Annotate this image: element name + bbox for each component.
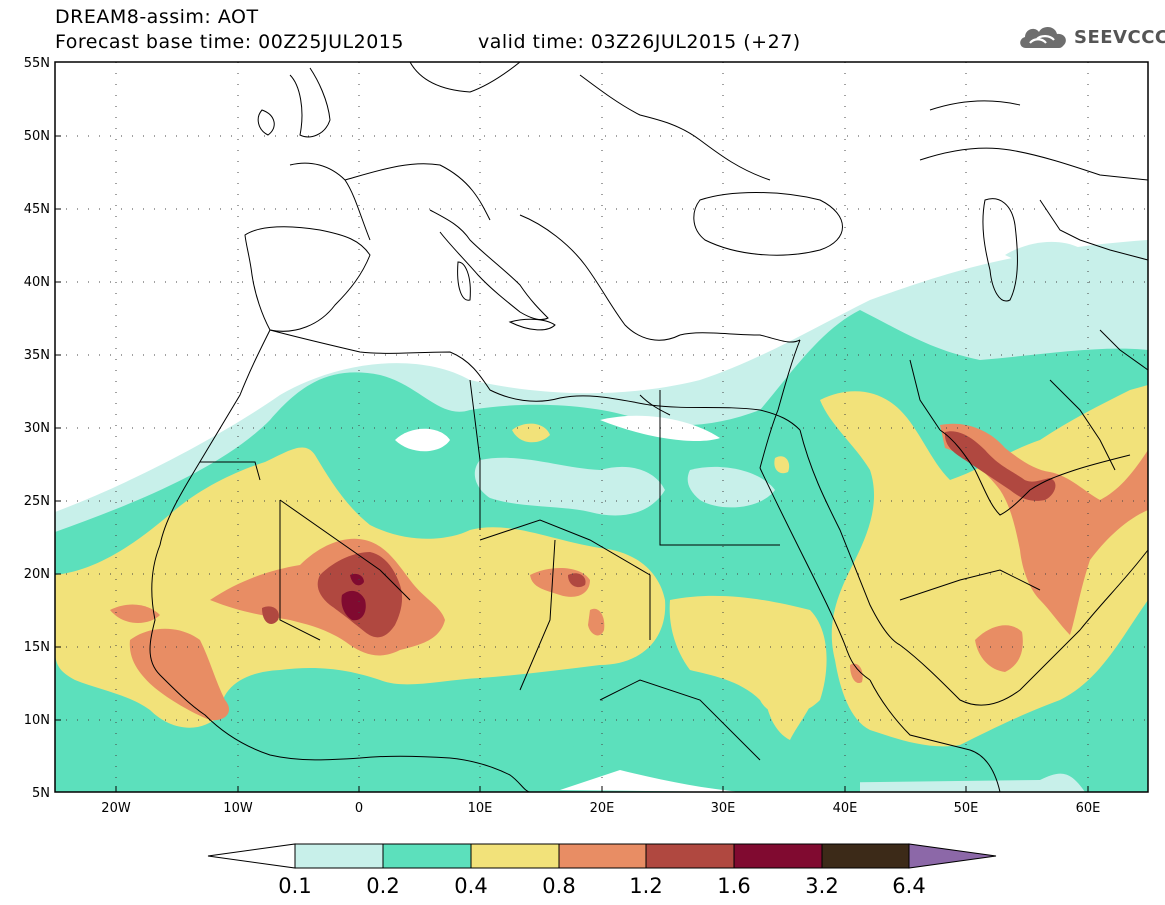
cloud-icon [1020, 26, 1066, 48]
colorbar-under-triangle [207, 843, 296, 869]
lat-label: 25N [24, 494, 50, 509]
colorbar-segment [821, 843, 910, 869]
coastlines [149, 62, 1148, 792]
lon-label: 30E [711, 801, 736, 816]
lon-label: 60E [1076, 801, 1101, 816]
colorbar-label: 1.2 [629, 874, 662, 898]
lon-label: 50E [954, 801, 979, 816]
colorbar-segment [558, 843, 647, 869]
colorbar-label: 0.1 [278, 874, 311, 898]
lat-label: 35N [24, 348, 50, 363]
lon-label: 10W [223, 801, 253, 816]
model-title: DREAM8-assim: AOT [55, 6, 259, 28]
colorbar-segment [645, 843, 735, 869]
colorbar-segment [470, 843, 560, 869]
lat-label: 5N [32, 786, 50, 801]
lat-label: 40N [24, 275, 50, 290]
longitude-labels: 20W 10W 0 10E 20E 30E 40E 50E 60E [101, 801, 1100, 816]
colorbar-label: 0.8 [542, 874, 575, 898]
colorbar-over-triangle [908, 843, 997, 869]
lat-label: 45N [24, 202, 50, 217]
latitude-labels: 55N 50N 45N 40N 35N 30N 25N 20N 15N 10N … [24, 56, 50, 801]
valid-time: valid time: 03Z26JUL2015 (+27) [478, 31, 801, 53]
lat-label: 20N [24, 567, 50, 582]
lon-label: 10E [468, 801, 493, 816]
colorbar-label: 0.2 [366, 874, 399, 898]
lat-label: 30N [24, 421, 50, 436]
lon-label: 0 [355, 801, 363, 816]
axis-ticks [55, 135, 1089, 792]
colorbar: 0.1 0.2 0.4 0.8 1.2 1.6 3.2 6.4 [207, 843, 997, 898]
colorbar-segment [382, 843, 472, 869]
forecast-base-time: Forecast base time: 00Z25JUL2015 [55, 31, 404, 53]
colorbar-segment [294, 843, 384, 869]
aot-field [55, 62, 1148, 792]
logo-text: SEEVCCC [1074, 26, 1165, 48]
lon-label: 40E [833, 801, 858, 816]
lat-label: 10N [24, 713, 50, 728]
lat-label: 55N [24, 56, 50, 71]
lat-label: 50N [24, 129, 50, 144]
colorbar-label: 3.2 [805, 874, 838, 898]
lat-label: 15N [24, 640, 50, 655]
colorbar-segment [733, 843, 823, 869]
lon-label: 20E [590, 801, 615, 816]
colorbar-label: 6.4 [892, 874, 925, 898]
seevccc-logo: SEEVCCC [1018, 22, 1165, 52]
colorbar-label: 0.4 [454, 874, 487, 898]
colorbar-label: 1.6 [717, 874, 750, 898]
lon-label: 20W [101, 801, 131, 816]
